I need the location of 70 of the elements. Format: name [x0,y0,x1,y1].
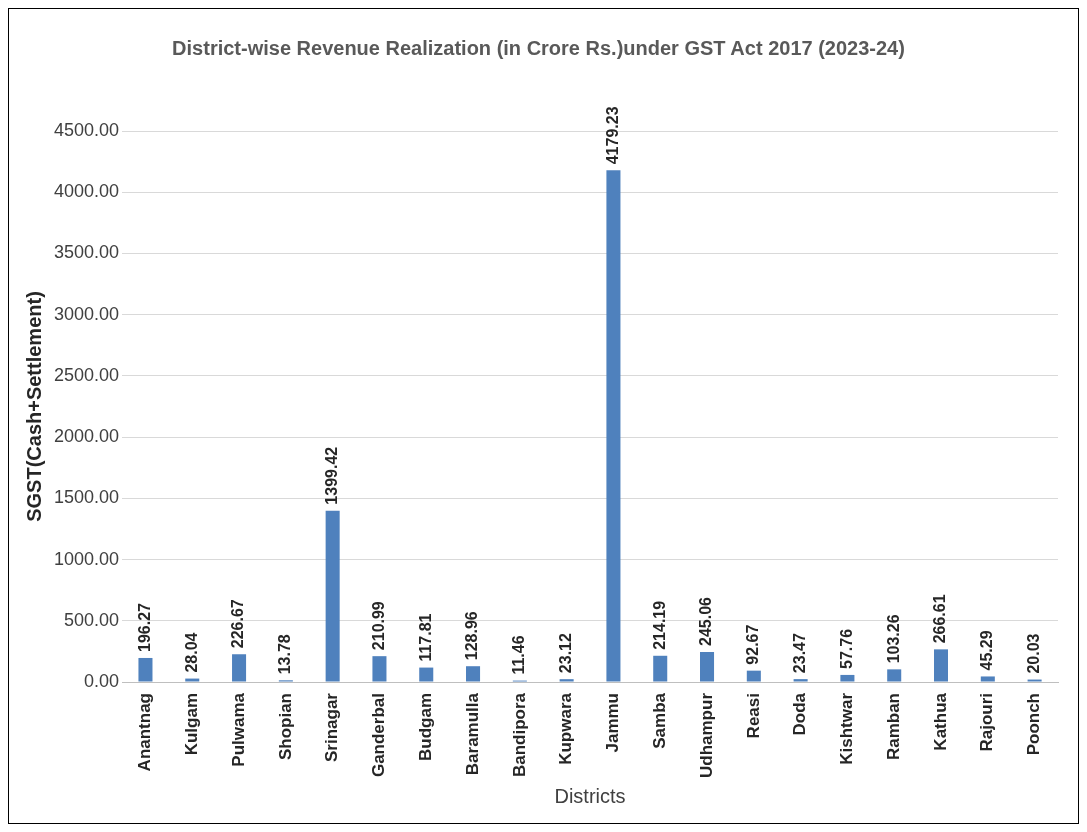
data-label: 23.47 [791,632,809,674]
data-label: 20.03 [1025,633,1043,674]
bar [559,679,574,682]
bar [793,679,808,682]
bar [887,669,902,682]
y-axis-title: SGST(Cash+Settlement) [22,291,45,522]
bar [933,649,949,682]
bar [653,655,668,682]
x-tick-label: Ramban [883,693,903,761]
data-label: 245.06 [697,596,715,646]
y-tick-label: 1000.00 [53,548,120,569]
x-tick-label: Reasi [743,693,763,739]
y-tick-label: 3500.00 [53,242,120,263]
x-tick-label: Kathua [930,692,950,751]
bar [466,666,481,682]
data-label: 4179.23 [603,106,621,165]
bar [138,657,153,682]
x-tick-label: Baramulla [462,692,482,776]
bar [419,667,434,682]
data-label: 23.12 [557,633,575,674]
data-label: 103.26 [884,614,902,664]
x-tick-label: Kupwara [556,692,576,765]
bar [372,656,387,682]
bar [700,651,715,682]
x-tick-label: Samba [649,692,669,749]
x-tick-label: Bandipora [509,692,529,778]
x-tick-label: Anantnag [135,693,155,772]
data-label: 214.19 [650,600,668,650]
data-label: 196.27 [135,602,153,652]
y-tick-label: 0.00 [84,670,120,691]
data-label: 266.61 [931,594,949,644]
data-label: 226.67 [229,599,247,649]
x-tick-label: Rajouri [977,693,997,752]
data-label: 28.04 [182,632,200,673]
x-tick-label: Poonch [1024,693,1044,756]
x-tick-label: Kulgam [181,693,201,756]
bar [325,510,340,682]
x-tick-label: Ganderbal [369,693,389,778]
x-tick-label: Kishtwar [837,692,857,765]
data-label: 13.78 [276,634,294,675]
x-tick-label: Pulwama [228,692,248,767]
y-tick-label: 2000.00 [53,426,120,447]
y-tick-label: 500.00 [64,609,120,630]
data-label: 210.99 [369,601,387,651]
bar [746,670,761,682]
data-label: 57.76 [837,628,855,669]
data-label: 117.81 [416,613,434,662]
data-label: 128.96 [463,611,481,661]
x-tick-label: Udhampur [696,692,716,778]
x-axis-title: Districts [554,784,626,807]
x-tick-label: Budgam [415,693,435,761]
bar [840,674,855,682]
x-tick-label: Srinagar [322,692,342,762]
bar [606,170,621,682]
bar [980,676,995,682]
data-label: 45.29 [978,630,996,671]
y-tick-label: 4000.00 [53,181,120,202]
x-tick-label: Jammu [603,693,623,753]
y-tick-label: 2500.00 [53,364,120,385]
data-label: 11.46 [510,635,528,675]
data-label: 1399.42 [323,446,341,505]
y-tick-label: 1500.00 [53,487,120,508]
x-tick-label: Shopian [275,693,295,761]
y-tick-label: 4500.00 [53,119,120,140]
x-tick-label: Doda [790,692,810,736]
data-label: 92.67 [744,624,762,665]
y-tick-label: 3000.00 [53,303,120,324]
chart-title: District-wise Revenue Realization (in Crore Rs.)under GST Act 2017 (2023-24) [172,36,905,59]
bar [185,678,200,682]
bar [232,654,247,682]
